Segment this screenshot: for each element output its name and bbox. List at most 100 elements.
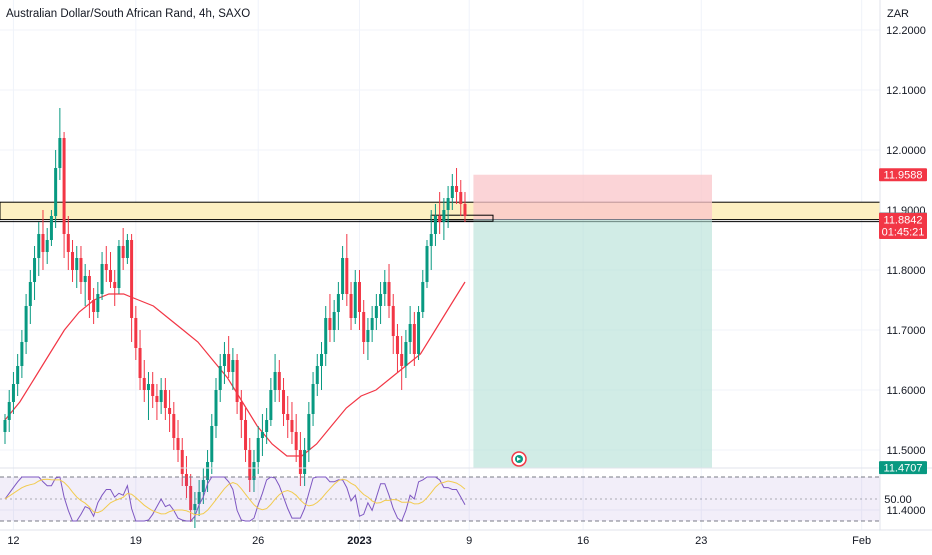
candle-body bbox=[113, 282, 117, 288]
replay-icon[interactable] bbox=[511, 451, 527, 467]
y-tick-label: 11.7000 bbox=[887, 325, 926, 337]
candle-body bbox=[244, 420, 248, 450]
candle-body bbox=[134, 318, 138, 348]
candle-body bbox=[256, 438, 260, 462]
x-tick-label: Feb bbox=[852, 535, 871, 547]
price-tag bbox=[879, 212, 927, 239]
candle-body bbox=[294, 432, 298, 450]
candle-body bbox=[146, 384, 150, 390]
candle-body bbox=[218, 366, 222, 390]
x-tick-label: 26 bbox=[252, 535, 264, 547]
candle-body bbox=[197, 492, 201, 504]
candle-body bbox=[421, 282, 425, 312]
rsi-line bbox=[4, 476, 466, 522]
candle-body bbox=[298, 450, 302, 474]
candle-body bbox=[412, 324, 416, 354]
candle-body bbox=[71, 252, 75, 270]
candle-body bbox=[58, 138, 62, 168]
candle-body bbox=[24, 306, 28, 342]
candle-body bbox=[172, 414, 176, 438]
candle-body bbox=[379, 294, 383, 306]
candle-body bbox=[383, 282, 387, 294]
candle-body bbox=[121, 246, 125, 258]
x-tick-label: 2023 bbox=[347, 535, 371, 547]
candle-body bbox=[193, 504, 197, 510]
candle-body bbox=[290, 420, 294, 432]
candle-body bbox=[349, 294, 353, 318]
candle-body bbox=[83, 276, 87, 282]
candle-body bbox=[109, 270, 112, 282]
candle-body bbox=[201, 480, 205, 492]
candle-body bbox=[20, 342, 24, 366]
price-tag-value: 11.4707 bbox=[884, 463, 923, 475]
candle-body bbox=[189, 486, 193, 510]
candle-body bbox=[49, 216, 53, 240]
candle-body bbox=[260, 432, 264, 438]
candle-body bbox=[100, 264, 104, 294]
x-tick-label: 9 bbox=[466, 535, 472, 547]
candle-body bbox=[404, 342, 408, 366]
candle-body bbox=[252, 462, 256, 480]
take-profit-area bbox=[473, 219, 712, 468]
x-tick-label: 16 bbox=[577, 535, 589, 547]
currency-label: ZAR bbox=[887, 8, 909, 20]
price-tag bbox=[879, 168, 927, 182]
candle-body bbox=[117, 246, 121, 288]
candle-body bbox=[227, 354, 231, 372]
candle-body bbox=[163, 390, 167, 408]
candle-body bbox=[87, 276, 91, 300]
candle-body bbox=[442, 210, 446, 222]
candle-body bbox=[408, 324, 412, 342]
candle-body bbox=[282, 390, 286, 414]
y-tick-label: 12.0000 bbox=[886, 145, 926, 157]
candle-body bbox=[239, 402, 243, 420]
candle-body bbox=[425, 246, 429, 282]
candle-body bbox=[96, 294, 100, 312]
candle-body bbox=[387, 282, 391, 306]
candles[interactable] bbox=[3, 108, 467, 528]
candle-body bbox=[265, 420, 269, 432]
rsi-pane: 50.00 bbox=[0, 476, 912, 522]
candle-body bbox=[429, 234, 433, 246]
candle-body bbox=[459, 192, 463, 204]
candle-body bbox=[125, 240, 129, 258]
price-tag bbox=[879, 461, 927, 475]
candle-body bbox=[311, 384, 315, 414]
candle-body bbox=[155, 396, 159, 402]
candle-body bbox=[353, 282, 357, 318]
x-tick-label: 23 bbox=[695, 535, 707, 547]
candle-body bbox=[315, 366, 319, 384]
candle-body bbox=[320, 354, 323, 366]
x-tick-label: 19 bbox=[130, 535, 142, 547]
candle-body bbox=[362, 312, 366, 342]
candle-body bbox=[433, 216, 437, 234]
candle-body bbox=[28, 282, 32, 306]
y-tick-label: 12.2000 bbox=[886, 25, 926, 37]
candle-body bbox=[328, 318, 332, 330]
candle-body bbox=[307, 414, 311, 450]
candle-body bbox=[184, 474, 188, 486]
candle-body bbox=[374, 306, 378, 318]
candle-body bbox=[138, 348, 142, 378]
candle-body bbox=[366, 330, 370, 342]
candle-body bbox=[214, 390, 218, 426]
candle-body bbox=[341, 258, 345, 294]
candle-body bbox=[130, 240, 134, 318]
position-tool[interactable] bbox=[430, 174, 712, 468]
candle-body bbox=[400, 354, 404, 366]
candle-body bbox=[37, 234, 41, 258]
candle-body bbox=[303, 450, 307, 474]
candle-body bbox=[332, 312, 336, 330]
price-tag-value: 11.8842 bbox=[884, 214, 923, 226]
candle-body bbox=[159, 390, 163, 402]
candle-body bbox=[455, 186, 459, 192]
rsi-tick-label: 50.00 bbox=[884, 494, 912, 506]
candle-body bbox=[176, 438, 180, 450]
candle-body bbox=[446, 198, 450, 210]
candle-body bbox=[391, 306, 395, 336]
price-tag-value: 11.9588 bbox=[884, 170, 923, 182]
candle-body bbox=[3, 420, 7, 432]
